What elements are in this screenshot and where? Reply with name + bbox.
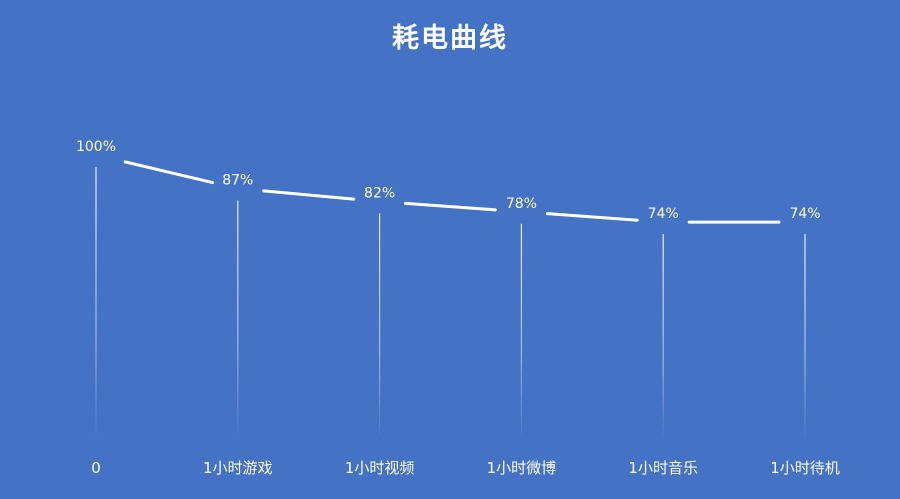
x-tick-label: 0 — [91, 459, 101, 477]
data-label: 74% — [648, 206, 679, 222]
drop-line — [520, 223, 522, 440]
drop-line — [95, 167, 97, 440]
x-tick-label: 1小时游戏 — [203, 459, 273, 477]
x-tick-label: 1小时视频 — [345, 459, 415, 477]
chart-title: 耗电曲线 — [392, 23, 508, 54]
data-label: 78% — [506, 196, 537, 212]
series-line-segment — [123, 160, 214, 185]
series-line-segment — [404, 201, 497, 212]
x-tick-label: 1小时待机 — [770, 459, 840, 477]
data-label: 87% — [222, 173, 253, 189]
data-label: 74% — [789, 206, 820, 222]
data-label: 82% — [364, 185, 395, 201]
series-line-segment — [262, 189, 356, 201]
series-line-segment — [545, 212, 639, 222]
data-label: 100% — [76, 139, 116, 155]
drop-line — [379, 213, 381, 440]
drop-line — [237, 200, 239, 440]
x-tick-label: 1小时微博 — [487, 459, 557, 477]
x-tick-label: 1小时音乐 — [628, 459, 698, 477]
drop-line — [804, 234, 806, 440]
drop-line — [662, 234, 664, 440]
